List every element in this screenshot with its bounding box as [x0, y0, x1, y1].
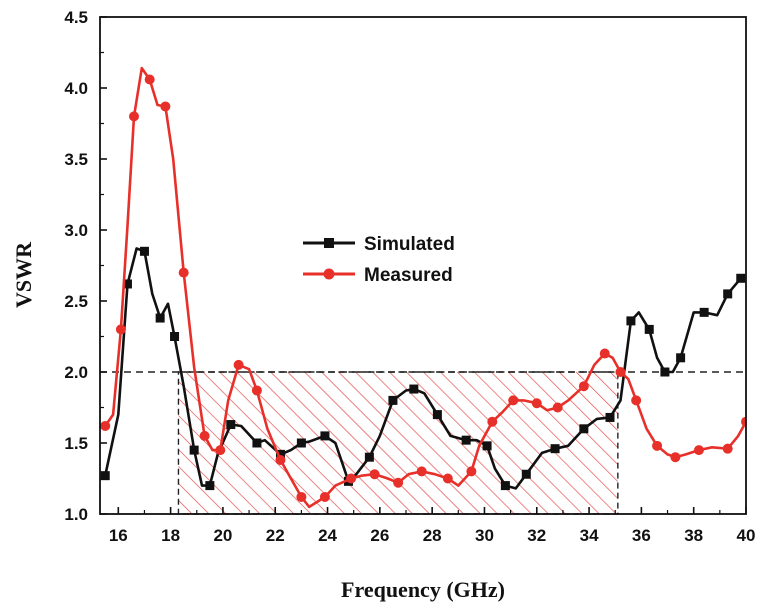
- data-point-simulated: [723, 289, 733, 299]
- data-point-measured: [599, 348, 610, 359]
- shaded-region-layer: [177, 371, 619, 515]
- data-point-measured: [416, 466, 427, 477]
- data-point-simulated: [432, 410, 442, 420]
- y-tick-label: 1.5: [64, 434, 88, 453]
- data-point-simulated: [482, 441, 492, 451]
- data-point-simulated: [226, 420, 236, 430]
- data-point-measured: [722, 443, 733, 454]
- data-point-measured: [578, 381, 589, 392]
- data-point-measured: [741, 416, 746, 427]
- data-point-measured: [693, 445, 704, 456]
- data-point-simulated: [122, 279, 132, 289]
- data-point-measured: [319, 491, 330, 502]
- data-point-simulated: [605, 412, 615, 422]
- series-line-measured: [104, 66, 746, 509]
- data-point-measured: [199, 430, 210, 441]
- data-point-simulated: [252, 438, 262, 448]
- data-point-simulated: [500, 481, 510, 491]
- data-point-measured: [531, 398, 542, 409]
- y-tick-label: 4.5: [64, 8, 88, 27]
- x-axis-title: Frequency (GHz): [341, 577, 505, 602]
- data-point-simulated: [626, 316, 636, 326]
- data-point-measured: [251, 385, 262, 396]
- x-tick-label: 26: [370, 526, 389, 545]
- legend-label-measured: Measured: [364, 265, 453, 286]
- data-point-measured: [615, 367, 626, 377]
- y-axis-title: VSWR: [11, 241, 36, 308]
- data-point-measured: [346, 473, 357, 484]
- ticks-layer: 16 18 20 22 24 26 28 30 32 34 36 38 40 1.0 1.5 2.0 2.5 3.…: [64, 8, 755, 545]
- legend: Simulated Measured: [303, 234, 455, 286]
- data-point-simulated: [409, 384, 419, 394]
- x-tick-label: 20: [213, 526, 232, 545]
- data-point-simulated: [189, 445, 199, 455]
- data-point-simulated: [155, 313, 165, 323]
- legend-marker-measured: [323, 268, 335, 280]
- y-tick-label: 2.0: [64, 363, 88, 382]
- data-point-simulated: [296, 438, 306, 448]
- x-tick-label: 32: [527, 526, 546, 545]
- data-point-measured: [369, 469, 380, 480]
- y-tick-label: 3.5: [64, 150, 88, 169]
- data-point-measured: [275, 455, 286, 466]
- data-point-measured: [233, 359, 244, 370]
- data-point-simulated: [676, 353, 686, 363]
- data-point-measured: [631, 395, 642, 406]
- y-tick-label: 3.0: [64, 221, 88, 240]
- data-point-simulated: [699, 307, 709, 317]
- y-tick-label: 4.0: [64, 79, 88, 98]
- data-point-simulated: [139, 246, 149, 256]
- x-tick-label: 16: [109, 526, 128, 545]
- data-point-measured: [115, 324, 126, 335]
- data-point-measured: [442, 473, 453, 484]
- data-point-measured: [296, 491, 307, 502]
- data-point-measured: [178, 267, 189, 278]
- data-point-simulated: [736, 273, 746, 283]
- data-point-simulated: [388, 395, 398, 405]
- data-point-measured: [487, 416, 498, 427]
- legend-marker-simulated: [324, 238, 334, 248]
- data-point-measured: [160, 101, 171, 112]
- data-point-measured: [508, 395, 519, 406]
- x-tick-label: 24: [318, 526, 337, 545]
- data-point-simulated: [660, 367, 670, 377]
- data-point-measured: [129, 111, 139, 122]
- data-point-simulated: [579, 424, 589, 434]
- legend-label-simulated: Simulated: [364, 234, 455, 255]
- data-point-measured: [652, 440, 663, 451]
- data-point-measured: [670, 452, 681, 463]
- data-point-simulated: [100, 471, 110, 481]
- x-tick-label: 40: [737, 526, 756, 545]
- x-tick-label: 22: [266, 526, 285, 545]
- data-point-simulated: [644, 324, 654, 334]
- x-tick-label: 18: [161, 526, 180, 545]
- data-point-simulated: [461, 435, 471, 445]
- data-point-measured: [100, 420, 111, 431]
- data-point-simulated: [170, 332, 180, 341]
- x-tick-label: 28: [423, 526, 442, 545]
- data-point-measured: [393, 477, 404, 488]
- shaded-region: [177, 371, 619, 515]
- x-tick-label: 30: [475, 526, 494, 545]
- data-point-simulated: [521, 469, 531, 479]
- data-point-simulated: [550, 444, 560, 454]
- x-tick-label: 38: [684, 526, 703, 545]
- data-point-measured: [215, 445, 226, 456]
- data-point-simulated: [275, 449, 285, 459]
- y-tick-label: 1.0: [64, 505, 88, 524]
- data-point-measured: [144, 74, 155, 85]
- y-tick-label: 2.5: [64, 292, 88, 311]
- data-point-simulated: [205, 481, 215, 491]
- x-tick-label: 36: [632, 526, 651, 545]
- x-tick-label: 34: [580, 526, 599, 545]
- series-layer: [100, 66, 746, 509]
- data-point-simulated: [320, 431, 330, 441]
- data-point-measured: [466, 466, 477, 477]
- data-point-simulated: [364, 452, 374, 462]
- data-point-measured: [552, 402, 563, 413]
